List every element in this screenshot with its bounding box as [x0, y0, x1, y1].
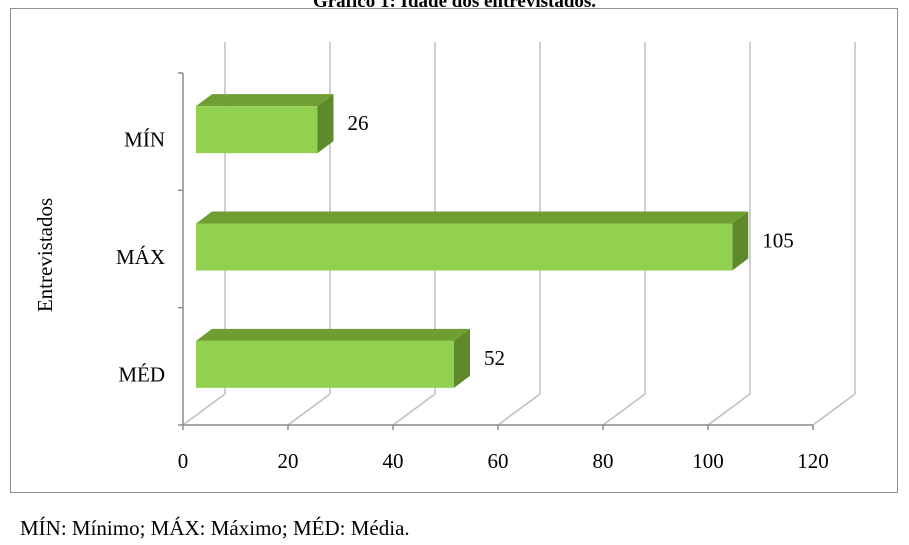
floor-gridline	[602, 393, 646, 426]
bar-top	[196, 94, 334, 107]
bar-side	[317, 94, 334, 154]
floor-gridline	[812, 393, 856, 426]
bar-top	[196, 328, 470, 341]
floor-gridline	[707, 393, 751, 426]
bar	[196, 94, 334, 154]
bar-front	[196, 340, 454, 388]
bar	[196, 211, 749, 271]
bars	[196, 94, 749, 388]
floor-gridline	[287, 393, 331, 426]
bar-side	[454, 328, 470, 388]
bar-front	[196, 223, 733, 271]
data-label: 52	[484, 346, 505, 370]
y-axis-label: Entrevistados	[33, 198, 57, 312]
x-tick-label: 120	[797, 449, 829, 473]
x-tick-label: 100	[692, 449, 724, 473]
tick-labels: MÍN MÁX MÉD 0 20 40 60 80 100 120	[116, 128, 829, 473]
bar-side	[732, 211, 749, 271]
footnote: MÍN: Mínimo; MÁX: Máximo; MÉD: Média.	[20, 516, 410, 540]
x-tick-label: 80	[593, 449, 614, 473]
floor-gridline	[392, 393, 436, 426]
category-tick-label: MÁX	[116, 245, 165, 269]
x-tick-label: 0	[178, 449, 189, 473]
bar	[196, 328, 470, 388]
category-tick-label: MÉD	[118, 362, 165, 386]
axes	[178, 72, 814, 430]
x-tick-label: 40	[383, 449, 404, 473]
bar-top	[196, 211, 749, 224]
category-tick-label: MÍN	[124, 128, 165, 152]
x-tick-label: 60	[488, 449, 509, 473]
bar-front	[196, 106, 318, 154]
chart-title: Gráfico 1: Idade dos entrevistados.	[312, 0, 597, 12]
chart-frame	[10, 8, 898, 493]
data-labels: 26 105 52	[348, 111, 794, 370]
bar-chart: 26 105 52 MÍN MÁX MÉD 0 20 40 60 80 100 120 Entrevi…	[33, 42, 856, 473]
data-label: 105	[762, 229, 794, 253]
floor-gridline	[182, 393, 226, 426]
floor-gridline	[497, 393, 541, 426]
x-tick-label: 20	[278, 449, 299, 473]
data-label: 26	[348, 111, 369, 135]
